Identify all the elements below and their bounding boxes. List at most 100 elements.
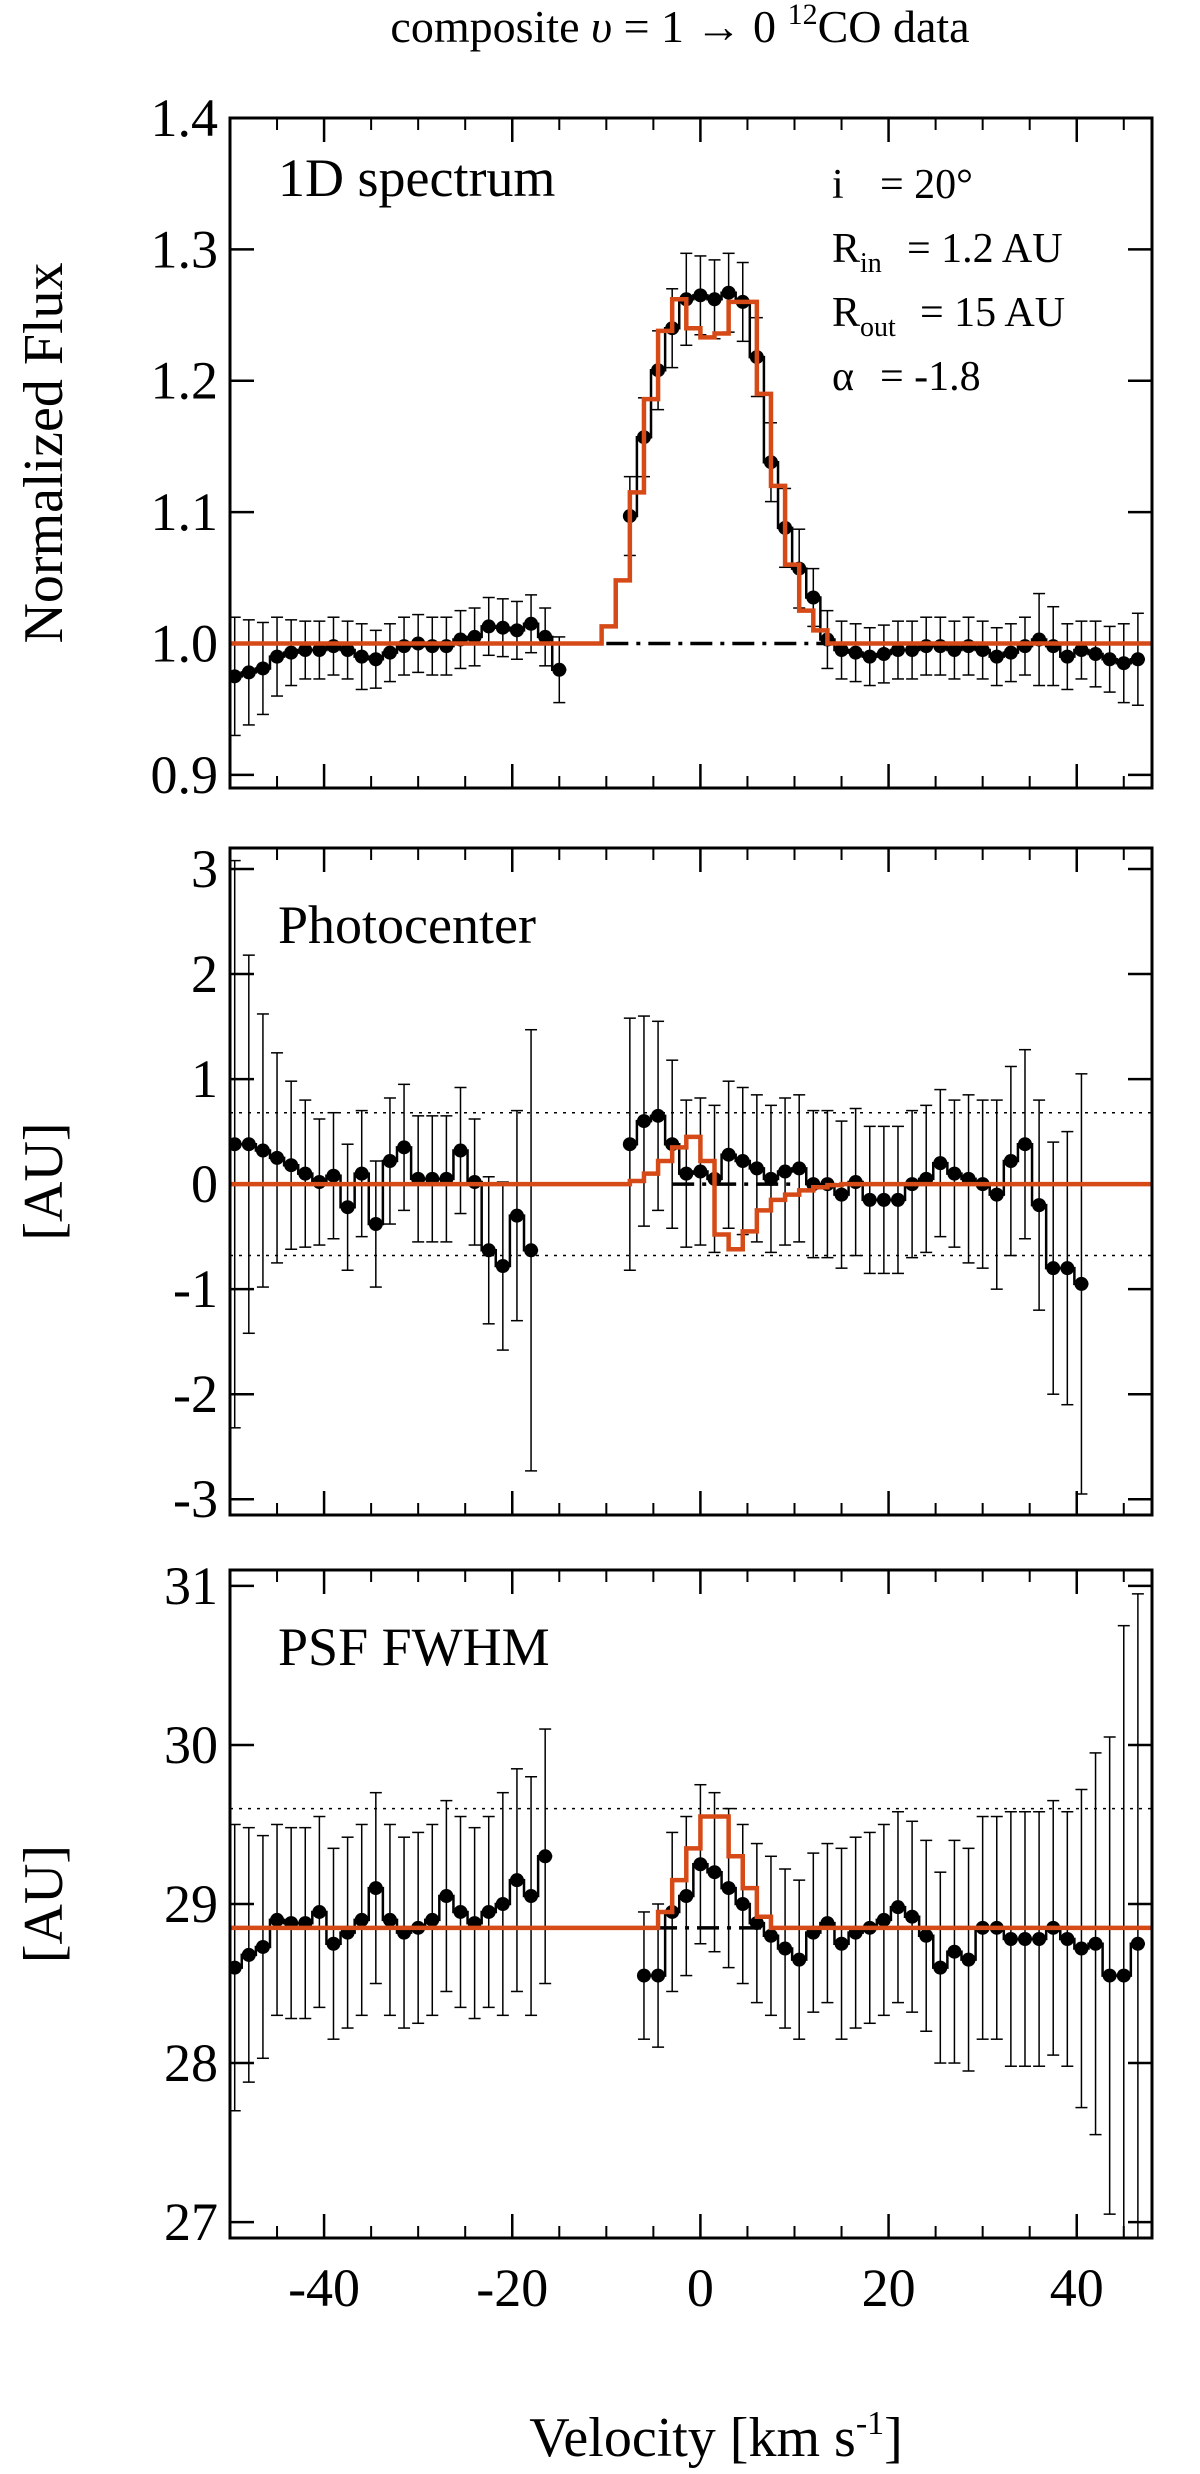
- data-point: [622, 1137, 637, 1152]
- data-point: [1074, 643, 1089, 658]
- data-point: [326, 639, 341, 654]
- panel-2: -3 -2 -1 0 1 2 3 [AU] Photocenter: [13, 839, 1154, 1529]
- data-point: [524, 1889, 539, 1904]
- data-point: [792, 1161, 807, 1176]
- annotation-value: = -1.8: [880, 354, 981, 400]
- data-point: [721, 1881, 736, 1896]
- data-point: [354, 1912, 369, 1927]
- data-point: [1003, 1931, 1018, 1946]
- data-point: [905, 1909, 920, 1924]
- data-point: [509, 1208, 524, 1223]
- data-point: [834, 643, 849, 658]
- annotation-symbol: i: [832, 162, 844, 208]
- x-tick-label: -20: [476, 2258, 548, 2318]
- data-point: [693, 1857, 708, 1872]
- panel-label: PSF FWHM: [278, 1617, 550, 1677]
- data-point: [947, 643, 962, 658]
- data-point: [933, 1960, 948, 1975]
- data-point: [397, 639, 412, 654]
- data-point: [919, 639, 934, 654]
- data-series-line: [629, 291, 1145, 665]
- data-point: [481, 1904, 496, 1919]
- panels: 0.9 1.0 1.1 1.2 1.3 1.4 Normalized Flux 1D spec…: [13, 88, 1154, 2318]
- y-tick-label: 27: [164, 2192, 218, 2252]
- data-point: [298, 1166, 313, 1181]
- data-point: [326, 1168, 341, 1183]
- y-tick-label: 3: [191, 839, 218, 899]
- title-prefix: composite: [390, 1, 591, 52]
- title-suffix: CO data: [818, 1, 970, 52]
- data-point: [636, 1114, 651, 1129]
- data-point: [651, 1968, 666, 1983]
- data-point: [509, 1873, 524, 1888]
- data-point: [425, 1912, 440, 1927]
- plot-frame: [228, 1568, 1154, 2240]
- data-point: [368, 1881, 383, 1896]
- plot-frame: [228, 116, 1154, 790]
- data-point: [255, 1143, 270, 1158]
- data-point: [919, 1928, 934, 1943]
- data-point: [749, 1161, 764, 1176]
- data-point: [382, 1912, 397, 1927]
- model-series-line: [230, 1134, 1152, 1252]
- plot-area: [230, 252, 1152, 737]
- y-tick-label: 1.0: [151, 613, 219, 673]
- data-point: [481, 619, 496, 634]
- data-point: [538, 629, 553, 644]
- data-point: [876, 1192, 891, 1207]
- data-point: [230, 1960, 242, 1975]
- y-tick-label: 28: [164, 2033, 218, 2093]
- data-point: [270, 649, 285, 664]
- data-point: [326, 1936, 341, 1951]
- data-point: [439, 639, 454, 654]
- data-point: [721, 1147, 736, 1162]
- title-middle: = 1 → 0: [612, 1, 787, 52]
- data-point: [989, 649, 1004, 664]
- data-point: [989, 1187, 1004, 1202]
- panel-label: 1D spectrum: [278, 148, 555, 208]
- data-point: [1088, 647, 1103, 661]
- plot-area: [230, 859, 1152, 1495]
- data-point: [735, 1154, 750, 1169]
- data-point: [340, 1200, 355, 1215]
- x-axis-label: Velocity [km s-1]: [529, 2405, 903, 2469]
- model-series-line: [230, 1814, 1152, 1931]
- x-axis-label-close: ]: [884, 2407, 903, 2469]
- data-point: [933, 639, 948, 654]
- data-point: [538, 1849, 553, 1864]
- data-point: [467, 629, 482, 644]
- data-point: [284, 645, 299, 660]
- data-point: [241, 1137, 256, 1152]
- data-point: [241, 665, 256, 680]
- data-point: [1116, 1968, 1131, 1983]
- data-point: [636, 1968, 651, 1983]
- data-point: [1130, 1936, 1145, 1951]
- data-point: [354, 649, 369, 664]
- data-point: [905, 643, 920, 658]
- data-point: [425, 639, 440, 654]
- data-point: [382, 1154, 397, 1169]
- data-point: [834, 1936, 849, 1951]
- data-point: [284, 1158, 299, 1173]
- annotation-value: = 1.2 AU: [907, 226, 1063, 272]
- x-tick-label: -40: [288, 2258, 360, 2318]
- x-axis-label-main: Velocity [km s: [529, 2407, 856, 2469]
- data-point: [961, 1952, 976, 1967]
- title-superscript: 12: [788, 0, 818, 31]
- annotation-name: Rout: [832, 290, 896, 343]
- y-tick-label: 2: [191, 944, 218, 1004]
- data-point: [312, 643, 327, 658]
- y-tick-label: -1: [173, 1259, 218, 1319]
- data-point: [340, 643, 355, 658]
- annotation-value: = 15 AU: [920, 290, 1065, 336]
- data-point: [1017, 1931, 1032, 1946]
- data-point: [439, 1889, 454, 1904]
- data-point: [368, 1217, 383, 1232]
- data-point: [1060, 649, 1075, 664]
- data-point: [524, 1243, 539, 1258]
- data-point: [230, 1137, 242, 1152]
- data-point: [1032, 1931, 1047, 1946]
- data-point: [693, 288, 708, 303]
- data-point: [1017, 1137, 1032, 1152]
- data-point: [453, 1904, 468, 1919]
